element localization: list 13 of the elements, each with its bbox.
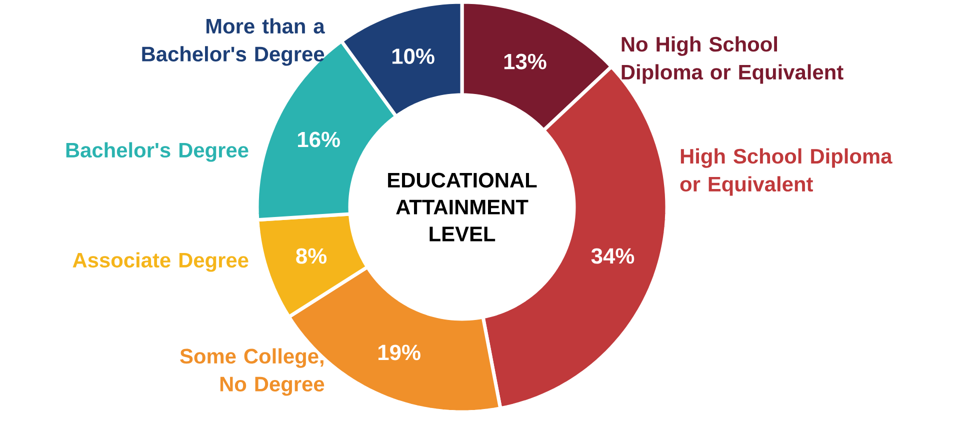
slice-label: High School Diploma or Equivalent: [680, 148, 892, 196]
data-label: 10%: [392, 48, 434, 64]
slice-label: Some College, No Degree: [180, 348, 324, 396]
slice-label: Bachelor's Degree: [66, 142, 248, 162]
data-label: 13%: [504, 54, 546, 70]
data-label: 8%: [296, 248, 327, 264]
data-label: 19%: [378, 344, 420, 360]
slice-label: More than a Bachelor's Degree: [142, 18, 325, 66]
data-label: 16%: [298, 132, 340, 148]
text: EDUCATIONAL ATTAINMENT LEVEL: [388, 172, 537, 242]
slice-label: No High School Diploma or Equivalent: [622, 36, 844, 84]
data-label: 34%: [591, 248, 634, 264]
slice-label: Associate Degree: [72, 252, 248, 272]
